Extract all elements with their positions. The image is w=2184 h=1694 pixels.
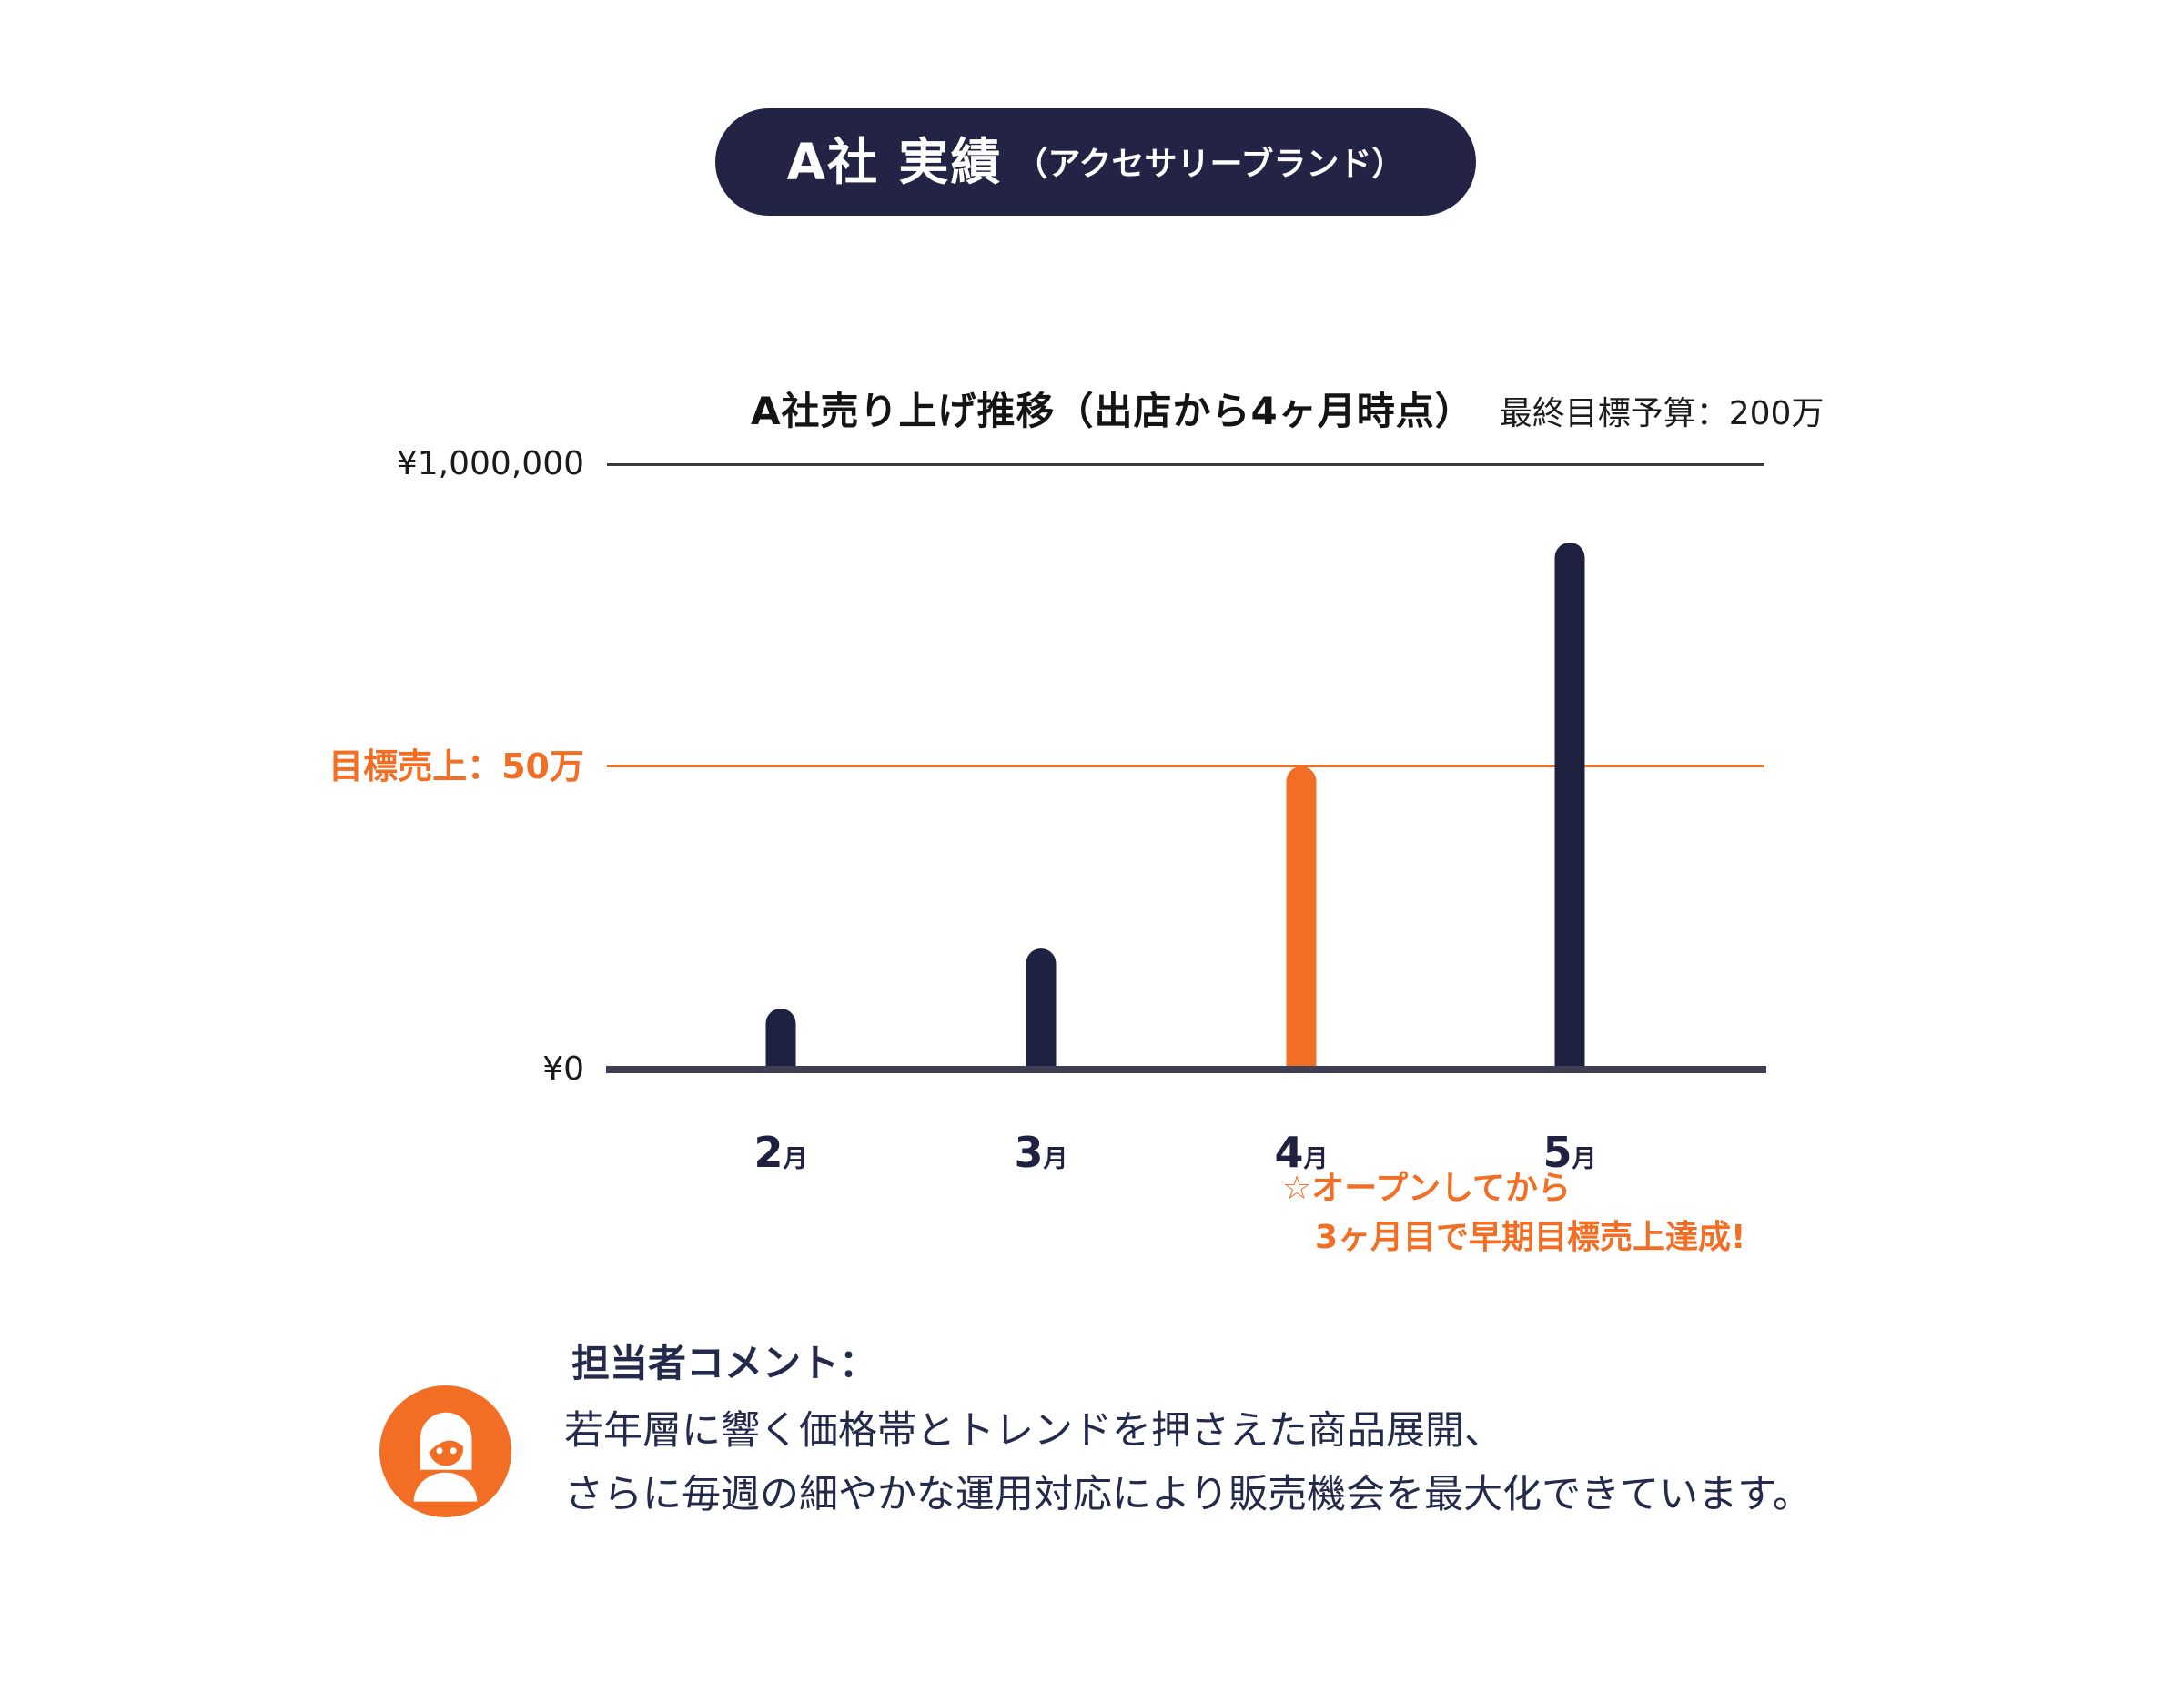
x-axis-line (606, 1066, 1766, 1073)
plot-area (606, 463, 1766, 1073)
x-axis-label-4月: 4月 (1274, 1128, 1329, 1177)
bar-5月 (1554, 543, 1585, 1070)
y-axis-label-max: ¥1,000,000 (396, 445, 584, 482)
comment-heading: 担当者コメント： (571, 1341, 878, 1385)
y-axis-label-zero: ¥0 (542, 1050, 584, 1088)
annotation-line-1: ☆オープンしてから (1282, 1170, 1572, 1207)
annotation: ☆オープンしてから 3ヶ月目で早期目標売上達成! (1282, 1169, 1745, 1258)
chart-title-row: A社売り上げ推移（出店から4ヶ月時点） 最終目標予算：200万 (751, 380, 1824, 436)
x-axis-labels: 2月 3月 4月 5月 (607, 1131, 1764, 1186)
target-line (607, 765, 1764, 767)
female-person-icon (379, 1385, 511, 1517)
comment-line-1: 若年層に響く価格帯とトレンドを押さえた商品展開、 (564, 1408, 1503, 1454)
chart-title: A社売り上げ推移（出店から4ヶ月時点） (751, 389, 1474, 433)
gridline-max (607, 463, 1764, 466)
x-axis-label-2月: 2月 (753, 1128, 808, 1177)
badge-title: A社 実績 (786, 132, 1003, 191)
annotation-line-2: 3ヶ月目で早期目標売上達成! (1315, 1219, 1746, 1256)
x-axis-label-3月: 3月 (1014, 1128, 1068, 1177)
comment-line-2: さらに毎週の細やかな運用対応により販売機会を最大化できています。 (564, 1472, 1812, 1517)
bar-2月 (765, 1009, 796, 1070)
avatar (379, 1385, 511, 1517)
bar-4月 (1286, 766, 1317, 1070)
chart-subtitle: 最終目標予算：200万 (1499, 395, 1825, 432)
header-badge: A社 実績 （アクセサリーブランド） (715, 108, 1476, 216)
x-axis-label-5月: 5月 (1542, 1128, 1597, 1177)
target-line-label: 目標売上：50万 (329, 746, 584, 786)
bar-3月 (1026, 948, 1057, 1070)
badge-subtitle: （アクセサリーブランド） (1015, 146, 1405, 183)
